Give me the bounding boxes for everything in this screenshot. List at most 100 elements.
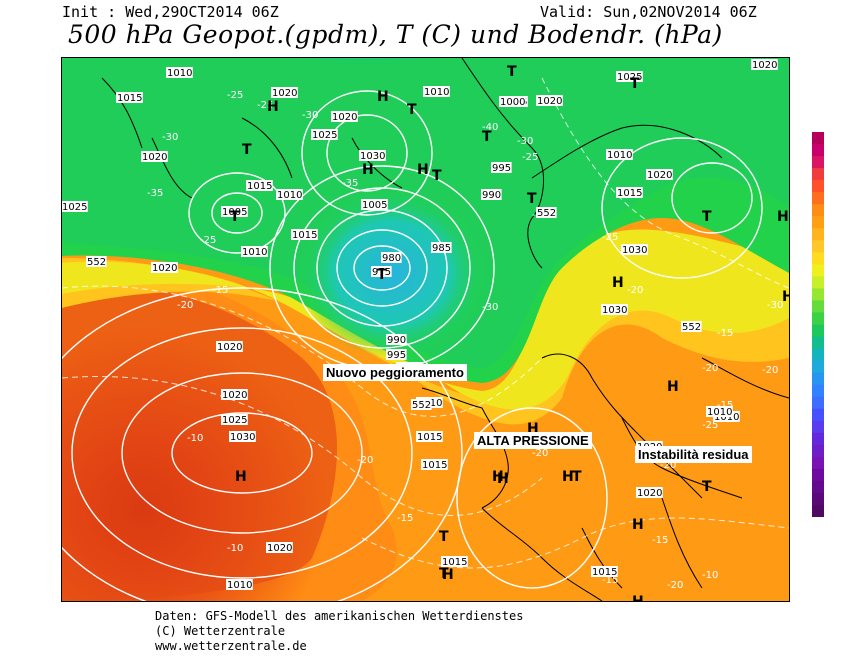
isobar-label-box xyxy=(221,414,248,425)
isobar-label: 980 xyxy=(382,253,401,264)
isobar-label: 990 xyxy=(387,335,406,346)
isobar-label-box xyxy=(166,67,193,78)
high-pressure-center: H xyxy=(417,162,429,178)
isobar-label: 1030 xyxy=(360,151,385,162)
color-scale-segment xyxy=(812,192,824,205)
isobar-label-box xyxy=(221,389,248,400)
color-scale-segment xyxy=(812,504,824,517)
isobar-label: 1010 xyxy=(227,580,252,591)
color-scale-segment xyxy=(812,336,824,350)
temperature-label: -35 xyxy=(147,188,163,199)
isobar-label-box xyxy=(386,349,407,360)
isobar-label-box xyxy=(499,96,526,107)
isobar-label-box xyxy=(141,151,168,162)
isobar-label-box xyxy=(241,246,268,257)
isobar-label-box xyxy=(616,187,643,198)
low-pressure-center: T xyxy=(702,209,712,225)
isobar-label-box xyxy=(601,304,628,315)
low-pressure-center: T xyxy=(630,76,640,92)
isobar-label: 990 xyxy=(482,190,501,201)
geopotential-label: 552 xyxy=(87,257,106,268)
isobar-label: 975 xyxy=(372,267,391,278)
isobar-label-box xyxy=(226,579,253,590)
isobar-label-box xyxy=(591,566,618,577)
color-scale-segment xyxy=(812,252,824,265)
isobar-label: 1015 xyxy=(617,188,642,199)
color-scale-segment xyxy=(812,204,824,217)
isobar-label: 995 xyxy=(387,350,406,361)
geopotential-label-box xyxy=(86,256,107,267)
isobar-label: 1030 xyxy=(622,245,647,256)
isobar-label-box xyxy=(606,149,633,160)
isobar-label: 1010 xyxy=(707,407,732,418)
isobar-label-box xyxy=(416,431,443,442)
geopotential-label: 552 xyxy=(682,322,701,333)
isobar-label: 1015 xyxy=(117,93,142,104)
isobar-label: 1020 xyxy=(637,488,662,499)
low-pressure-center: T xyxy=(242,142,252,158)
high-pressure-center: H xyxy=(562,469,574,485)
weather-map-canvas: 1010 1020 1015 1020 1030 1025 1020 1015 1010 1005… xyxy=(62,58,789,601)
temperature-label: -25 xyxy=(200,235,216,246)
isobar-label-box xyxy=(221,206,248,217)
isobar-label: 1010 xyxy=(277,190,302,201)
temperature-label: -35 xyxy=(342,178,358,189)
isobar-label-box xyxy=(381,252,402,263)
isobar-label: 1015 xyxy=(417,432,442,443)
isobar-label: 1020 xyxy=(752,60,777,71)
isobar-label-box xyxy=(151,262,178,273)
color-scale-segment xyxy=(812,228,824,241)
high-pressure-center: H xyxy=(527,421,539,437)
isobar-label: 1015 xyxy=(592,567,617,578)
temperature-label: -15 xyxy=(717,328,733,339)
isobar-label-box xyxy=(311,129,338,140)
low-pressure-center: T xyxy=(507,64,517,80)
color-scale-segment xyxy=(812,168,824,181)
geopotential-label-box xyxy=(536,207,557,218)
geopotential-label-box xyxy=(681,321,702,332)
isobar-label: 1020 xyxy=(142,152,167,163)
color-scale-segment xyxy=(812,360,824,374)
high-pressure-center: H xyxy=(492,469,504,485)
color-scale-segment xyxy=(812,420,824,434)
temperature-label: -20 xyxy=(357,455,373,466)
high-pressure-center: H xyxy=(782,289,789,305)
isobar-label-box xyxy=(423,86,450,97)
annotation-high-pressure: ALTA PRESSIONE xyxy=(474,432,592,449)
color-scale-bar xyxy=(812,132,824,517)
isobar-label: 1005 xyxy=(222,207,247,218)
low-pressure-center: T xyxy=(482,129,492,145)
high-pressure-center: H xyxy=(235,469,247,485)
high-pressure-center: H xyxy=(777,209,789,225)
isobar-label: 1025 xyxy=(617,72,642,83)
hot-core-area xyxy=(62,283,337,601)
temperature-label: -15 xyxy=(717,400,733,411)
isobar-label: 1010 xyxy=(424,87,449,98)
temperature-label: -10 xyxy=(187,433,203,444)
color-scale-segment xyxy=(812,132,824,145)
low-pressure-center: T xyxy=(572,469,582,485)
color-scale-segment xyxy=(812,300,824,313)
temperature-label: -30 xyxy=(767,300,783,311)
temperature-label: -20 xyxy=(660,460,676,471)
temperature-label: -40 xyxy=(482,122,498,133)
isobar-label: 1025 xyxy=(312,130,337,141)
isobar-label-box xyxy=(386,334,407,345)
isobar-label-box xyxy=(266,542,293,553)
color-scale-segment xyxy=(812,432,824,446)
temperature-label: -30 xyxy=(302,110,318,121)
isobar-label: 1010 xyxy=(242,247,267,258)
isobar-label: 995 xyxy=(492,163,511,174)
color-scale-segment xyxy=(812,456,824,470)
isobar-label: 1005 xyxy=(362,200,387,211)
isobar-label: 1020 xyxy=(272,88,297,99)
color-scale-segment xyxy=(812,216,824,229)
low-pressure-center: T xyxy=(527,191,537,207)
footer-source: Daten: GFS-Modell des amerikanischen Wet… xyxy=(155,609,524,623)
color-scale-segment xyxy=(812,156,824,169)
isobar-label-box xyxy=(636,487,663,498)
color-scale-segment xyxy=(812,396,824,410)
high-pressure-center: H xyxy=(612,275,624,291)
isobar-label: 1010 xyxy=(607,150,632,161)
temperature-label: -10 xyxy=(702,570,718,581)
